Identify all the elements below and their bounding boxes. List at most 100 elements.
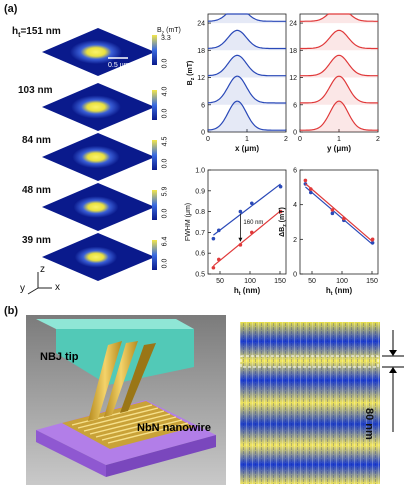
profile-line-0-2 bbox=[207, 54, 286, 77]
profile-fill-1-1 bbox=[300, 76, 378, 105]
ytick-1-3: 18 bbox=[289, 48, 297, 55]
xtick-2-2: 150 bbox=[274, 278, 286, 285]
colorbar-3 bbox=[152, 190, 157, 220]
map-height-151: ht=151 nm bbox=[12, 26, 61, 39]
field-map-2 bbox=[42, 133, 155, 181]
ytick-2-3: 0.8 bbox=[195, 209, 205, 216]
tip-block-top bbox=[36, 319, 194, 329]
profile-line-0-1 bbox=[207, 75, 286, 104]
point-2-0-4 bbox=[278, 184, 283, 189]
xtick-1-1: 1 bbox=[337, 136, 341, 143]
map-height-48: 48 nm bbox=[22, 185, 51, 196]
ytick-2-1: 0.6 bbox=[195, 251, 205, 258]
annotation-label: 160 nm bbox=[243, 220, 263, 226]
ytick-3-0: 0 bbox=[293, 272, 297, 279]
profile-line-1-1 bbox=[299, 75, 379, 104]
fit-line-3-1 bbox=[305, 183, 373, 243]
ytick-3-2: 4 bbox=[293, 202, 297, 209]
xtick-0-0: 0 bbox=[206, 136, 210, 143]
point-3-0-2 bbox=[330, 211, 335, 216]
fit-line-2-1 bbox=[213, 210, 281, 267]
point-2-0-0 bbox=[211, 236, 216, 241]
nanowire-stripes bbox=[71, 404, 189, 444]
point-2-1-2 bbox=[238, 243, 243, 247]
profile-fill-0-3 bbox=[208, 30, 286, 51]
point-3-1-0 bbox=[303, 178, 308, 183]
profile-series-0 bbox=[207, 13, 286, 132]
tip-label: NBJ tip bbox=[40, 351, 79, 363]
axis-y-label: y bbox=[20, 283, 25, 294]
profile-fill-1-4 bbox=[300, 14, 378, 24]
map-height-39: 39 nm bbox=[22, 235, 51, 246]
colorbar-0 bbox=[152, 35, 157, 65]
period-arrows bbox=[382, 330, 404, 432]
panel-b-label: (b) bbox=[4, 305, 19, 317]
xtick-3-1: 100 bbox=[336, 278, 348, 285]
scalebar-label: 0.5 μm bbox=[108, 62, 130, 69]
map-height-103: 103 nm bbox=[18, 85, 53, 96]
chart-frame-2 bbox=[207, 169, 287, 275]
nanowire-label: NbN nanowire bbox=[137, 422, 211, 434]
period-label: 80 nm bbox=[363, 408, 375, 440]
period-box bbox=[240, 355, 379, 368]
xtick-1-2: 2 bbox=[376, 136, 380, 143]
ytick-1-0: 0 bbox=[293, 130, 297, 137]
axes-triad bbox=[27, 272, 52, 295]
ylabel-0: Bz (mT) bbox=[187, 61, 196, 86]
substrate-front bbox=[36, 430, 106, 477]
xtick-0-1: 1 bbox=[245, 136, 249, 143]
tip-prong-mid bbox=[104, 341, 138, 417]
axis-x-label: x bbox=[55, 282, 60, 293]
point-2-1-0 bbox=[211, 265, 216, 270]
ytick-1-4: 24 bbox=[289, 21, 297, 28]
point-3-0-1 bbox=[309, 190, 313, 195]
profile-fill-0-1 bbox=[208, 76, 286, 105]
ytick-0-2: 12 bbox=[197, 75, 205, 82]
ytick-0-3: 18 bbox=[197, 48, 205, 55]
map-height-84: 84 nm bbox=[22, 135, 51, 146]
point-3-1-1 bbox=[309, 187, 313, 191]
point-2-1-3 bbox=[250, 230, 254, 235]
profile-line-0-0 bbox=[207, 100, 286, 131]
ytick-2-0: 0.5 bbox=[195, 272, 205, 279]
profile-fill-1-0 bbox=[300, 101, 378, 132]
field-map-3 bbox=[42, 183, 155, 231]
profile-line-0-4 bbox=[207, 13, 286, 22]
point-3-1-2 bbox=[330, 208, 335, 212]
ylabel-2: FWHM (μm) bbox=[185, 203, 192, 241]
ylabel-3: ΔBz (mT) bbox=[279, 207, 288, 237]
point-3-1-3 bbox=[342, 216, 346, 221]
ytick-0-0: 0 bbox=[201, 130, 205, 137]
ytick-2-4: 0.9 bbox=[195, 188, 205, 195]
xtick-0-2: 2 bbox=[284, 136, 288, 143]
point-2-0-3 bbox=[250, 201, 254, 206]
field-map-stack bbox=[27, 28, 157, 295]
colorbar-2 bbox=[152, 140, 157, 170]
point-3-1-4 bbox=[370, 237, 375, 242]
xtick-2-0: 50 bbox=[216, 278, 224, 285]
tip-prong-right bbox=[120, 343, 156, 413]
profile-fill-0-4 bbox=[208, 14, 286, 24]
fit-line-3-0 bbox=[305, 186, 373, 245]
profile-fill-1-2 bbox=[300, 55, 378, 78]
xlabel-3: ht (nm) bbox=[326, 286, 353, 297]
xlabel-2: ht (nm) bbox=[234, 286, 261, 297]
colorbar-4 bbox=[152, 240, 157, 270]
tip-prong-left bbox=[88, 341, 122, 421]
stripe-map bbox=[240, 322, 380, 484]
profile-line-1-0 bbox=[300, 100, 378, 131]
ytick-1-2: 12 bbox=[289, 75, 297, 82]
xtick-1-0: 0 bbox=[298, 136, 302, 143]
profile-fill-1-3 bbox=[300, 30, 378, 51]
ytick-3-3: 6 bbox=[293, 168, 297, 175]
profile-line-0-3 bbox=[207, 29, 286, 50]
xtick-3-0: 50 bbox=[308, 278, 316, 285]
colorbar-title: Bz (mT) bbox=[157, 27, 181, 37]
xtick-2-1: 100 bbox=[244, 278, 256, 285]
point-3-0-4 bbox=[370, 241, 375, 245]
xtick-3-2: 150 bbox=[366, 278, 378, 285]
profile-fill-0-0 bbox=[208, 101, 286, 132]
annotation-arrowhead bbox=[238, 237, 243, 242]
ytick-1-1: 6 bbox=[293, 102, 297, 109]
